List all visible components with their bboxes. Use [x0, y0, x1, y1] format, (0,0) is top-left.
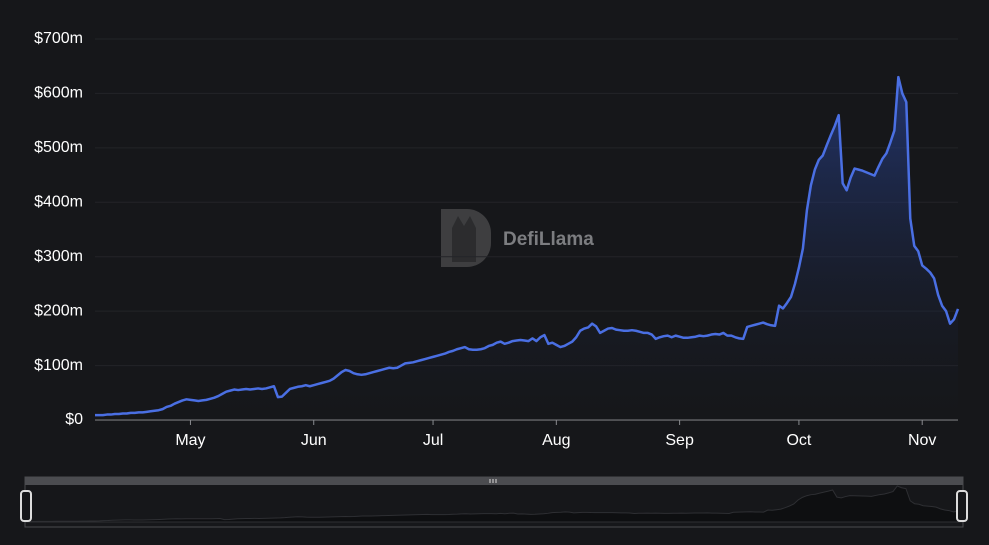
x-tick-label: Jun	[301, 432, 327, 449]
x-tick-label: May	[175, 432, 205, 449]
brush-bar[interactable]	[25, 477, 963, 485]
line	[95, 75, 960, 417]
area	[95, 77, 958, 420]
y-tick-label: $500m	[34, 139, 83, 156]
brush-handle-right[interactable]	[956, 490, 968, 522]
overview-area	[25, 485, 963, 523]
y-tick-label: $0	[65, 411, 83, 428]
x-tick-label: Jul	[423, 432, 443, 449]
brush-grip	[489, 479, 497, 483]
y-tick-label: $300m	[34, 248, 83, 265]
x-tick-label: Aug	[542, 432, 570, 449]
watermark-logo	[441, 209, 491, 267]
y-tick-label: $700m	[34, 30, 83, 47]
x-tick-label: Nov	[908, 432, 936, 449]
y-tick-label: $100m	[34, 357, 83, 374]
y-tick-label: $200m	[34, 302, 83, 319]
x-tick-label: Sep	[665, 432, 694, 449]
brush-handle-left[interactable]	[20, 490, 32, 522]
watermark: DefiLlama	[503, 229, 594, 250]
y-tick-label: $600m	[34, 85, 83, 102]
brush[interactable]	[20, 476, 968, 528]
y-tick-label: $400m	[34, 194, 83, 211]
x-tick-label: Oct	[786, 432, 811, 449]
